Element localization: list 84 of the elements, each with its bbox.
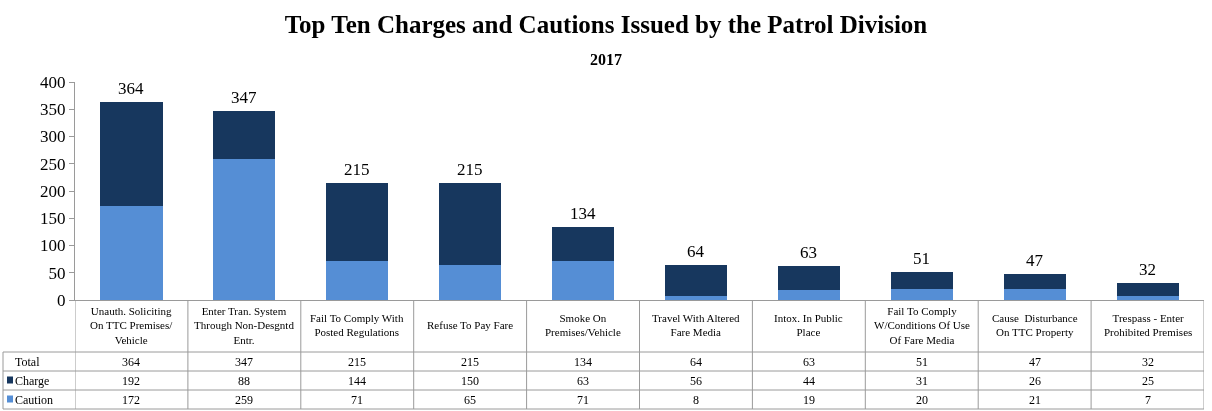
text: 47 — [1029, 355, 1041, 369]
total-label: 63 — [800, 243, 817, 262]
text: 215 — [461, 355, 479, 369]
bar — [552, 261, 615, 300]
data-label: 19 — [803, 393, 815, 407]
data-label: 63 — [577, 374, 589, 388]
total-label: 347 — [231, 88, 257, 107]
data-label: 20 — [916, 393, 928, 407]
bar — [213, 158, 276, 300]
data-label: 8 — [693, 393, 699, 407]
bar — [1116, 296, 1179, 300]
data-label: 88 — [238, 374, 250, 388]
data-label: 71 — [577, 393, 589, 407]
total-label: 47 — [1026, 251, 1044, 270]
total-label: 64 — [687, 242, 705, 261]
bar — [213, 110, 276, 159]
text: 51 — [916, 355, 928, 369]
legend-label: Caution — [15, 393, 53, 407]
x-tick-label: Cause Disturbance On TTC Property — [992, 312, 1078, 339]
bar — [777, 265, 840, 290]
y-tick-label: 200 — [40, 181, 66, 201]
bar — [664, 265, 727, 296]
y-tick-label: 350 — [40, 100, 66, 120]
total-label: 51 — [913, 249, 930, 268]
total-label: 215 — [457, 160, 483, 179]
x-tick-label: Unauth. Soliciting On TTC Premises/ Vehicle — [90, 305, 174, 346]
x-tick-label: Smoke On Premises/Vehicle — [545, 312, 621, 339]
total-label: 215 — [344, 160, 370, 179]
x-tick-label: Enter Tran. System Through Non-Desgntd Entr. — [194, 305, 295, 346]
chart-subtitle: 2017 — [590, 51, 622, 69]
data-label: 26 — [1029, 374, 1041, 388]
bar — [326, 261, 389, 300]
y-tick-label: 150 — [40, 209, 66, 229]
data-label: 7 — [1145, 393, 1151, 407]
bar — [1003, 274, 1066, 289]
total-label: 134 — [570, 204, 596, 223]
data-label: 65 — [464, 393, 476, 407]
text: 215 — [348, 355, 366, 369]
data-label: 71 — [351, 393, 363, 407]
total-label: 32 — [1139, 260, 1156, 279]
y-tick-label: 400 — [40, 72, 66, 92]
y-tick-label: 100 — [40, 236, 66, 256]
y-tick-label: 250 — [40, 154, 66, 174]
data-label: 31 — [916, 374, 928, 388]
bar — [552, 226, 615, 262]
y-tick-label: 0 — [57, 290, 66, 310]
data-label: 144 — [348, 374, 366, 388]
bar — [777, 289, 840, 300]
chart-title: Top Ten Charges and Cautions Issued by the Patrol Division — [284, 10, 928, 38]
data-label: 192 — [122, 374, 140, 388]
x-tick-label: Travel With Altered Fare Media — [652, 312, 741, 339]
x-tick-label: Trespass - Enter Prohibited Premises — [1104, 312, 1193, 339]
x-tick-label: Refuse To Pay Fare — [427, 319, 514, 331]
bar — [664, 295, 727, 300]
y-tick-label: 50 — [48, 263, 66, 283]
bar — [890, 272, 953, 290]
x-tick-label: Fail To Comply W/Conditions Of Use Of Fare Media — [874, 305, 971, 346]
bar — [439, 264, 502, 300]
text: 347 — [235, 355, 253, 369]
text: Total — [15, 355, 41, 369]
x-tick-label: Fail To Comply With Posted Regulations — [310, 312, 404, 339]
data-label: 25 — [1142, 374, 1154, 388]
text: 32 — [1142, 355, 1154, 369]
data-label: 259 — [235, 393, 253, 407]
data-label: 44 — [803, 374, 815, 388]
bar — [1116, 282, 1179, 297]
bar — [326, 182, 389, 262]
bar — [100, 206, 163, 300]
legend-label: Charge — [15, 374, 50, 388]
bar — [100, 101, 163, 207]
data-label: 172 — [122, 393, 140, 407]
text: 134 — [574, 355, 592, 369]
total-label: 364 — [118, 79, 144, 98]
bar — [890, 289, 953, 300]
data-label: 21 — [1029, 393, 1041, 407]
bar — [1003, 288, 1066, 300]
data-label: 56 — [690, 374, 702, 388]
bar — [439, 182, 502, 265]
text: 63 — [803, 355, 815, 369]
text: 64 — [690, 355, 702, 369]
data-label: 150 — [461, 374, 479, 388]
y-tick-label: 300 — [40, 127, 66, 147]
text: 364 — [122, 355, 140, 369]
x-tick-label: Intox. In Public Place — [774, 312, 843, 339]
